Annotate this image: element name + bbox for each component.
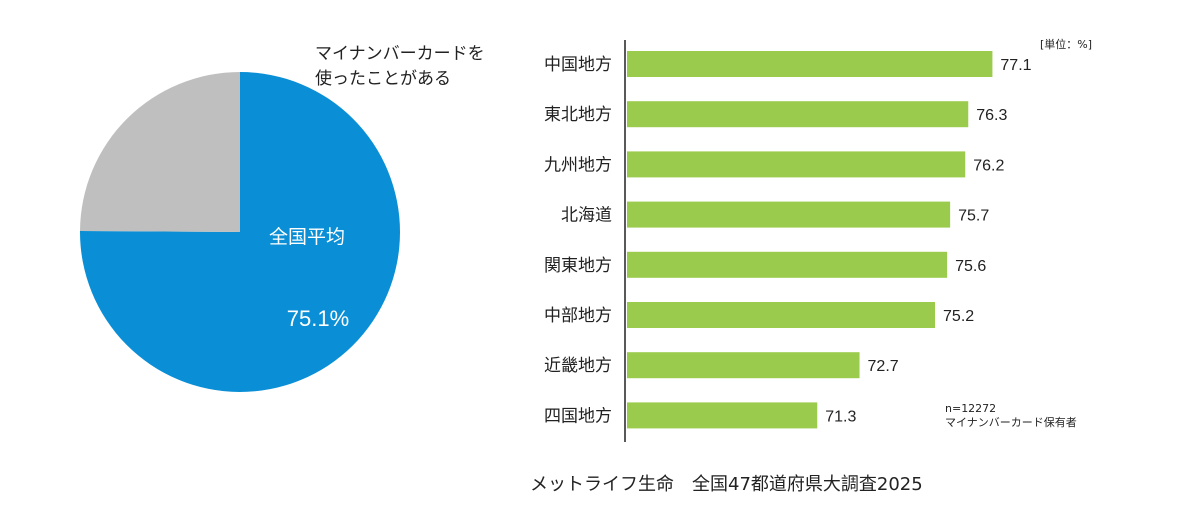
sample-note: n=12272 マイナンバーカード保有者 — [945, 402, 1077, 430]
sample-size: n=12272 — [945, 402, 997, 415]
bar-value-label-7: 71.3 — [825, 408, 856, 425]
bar-value-label-5: 75.2 — [943, 308, 974, 325]
unit-label: [単位：%] — [1040, 38, 1093, 51]
bar-value-label-1: 76.3 — [976, 107, 1007, 124]
category-label-7: 四国地方 — [544, 406, 612, 426]
bar-4 — [627, 251, 948, 278]
category-label-3: 北海道 — [561, 206, 612, 226]
pie-legend-line-1: マイナンバーカードを — [315, 44, 485, 64]
category-label-1: 東北地方 — [544, 105, 612, 125]
pie-legend-line-2: 使ったことがある — [315, 69, 451, 89]
bar-value-label-6: 72.7 — [868, 358, 899, 375]
pie-center-label: 全国平均 — [269, 226, 345, 248]
bar-6 — [627, 352, 860, 379]
sample-group: マイナンバーカード保有者 — [945, 416, 1077, 429]
category-label-4: 関東地方 — [544, 256, 612, 276]
bar-value-label-4: 75.6 — [955, 258, 986, 275]
category-label-0: 中国地方 — [544, 55, 612, 75]
bar-2 — [627, 151, 966, 178]
category-label-6: 近畿地方 — [544, 356, 612, 376]
pie-slice-0 — [79, 72, 401, 392]
category-label-2: 九州地方 — [544, 155, 612, 175]
category-label-5: 中部地方 — [544, 306, 612, 326]
bar-7 — [627, 402, 818, 429]
bar-5 — [627, 302, 936, 328]
pie-value-label: 75.1% — [287, 306, 349, 331]
bar-value-label-0: 77.1 — [1000, 57, 1031, 74]
pie-legend-label: マイナンバーカードを 使ったことがある — [315, 42, 485, 92]
bar-1 — [627, 101, 969, 128]
bar-0 — [627, 51, 993, 77]
bar-3 — [627, 201, 951, 228]
bar-value-label-2: 76.2 — [973, 157, 1004, 174]
pie-slice-1 — [80, 72, 240, 232]
bar-value-label-3: 75.7 — [958, 208, 989, 225]
footer-source: メットライフ生命 全国47都道府県大調査2025 — [530, 474, 923, 495]
